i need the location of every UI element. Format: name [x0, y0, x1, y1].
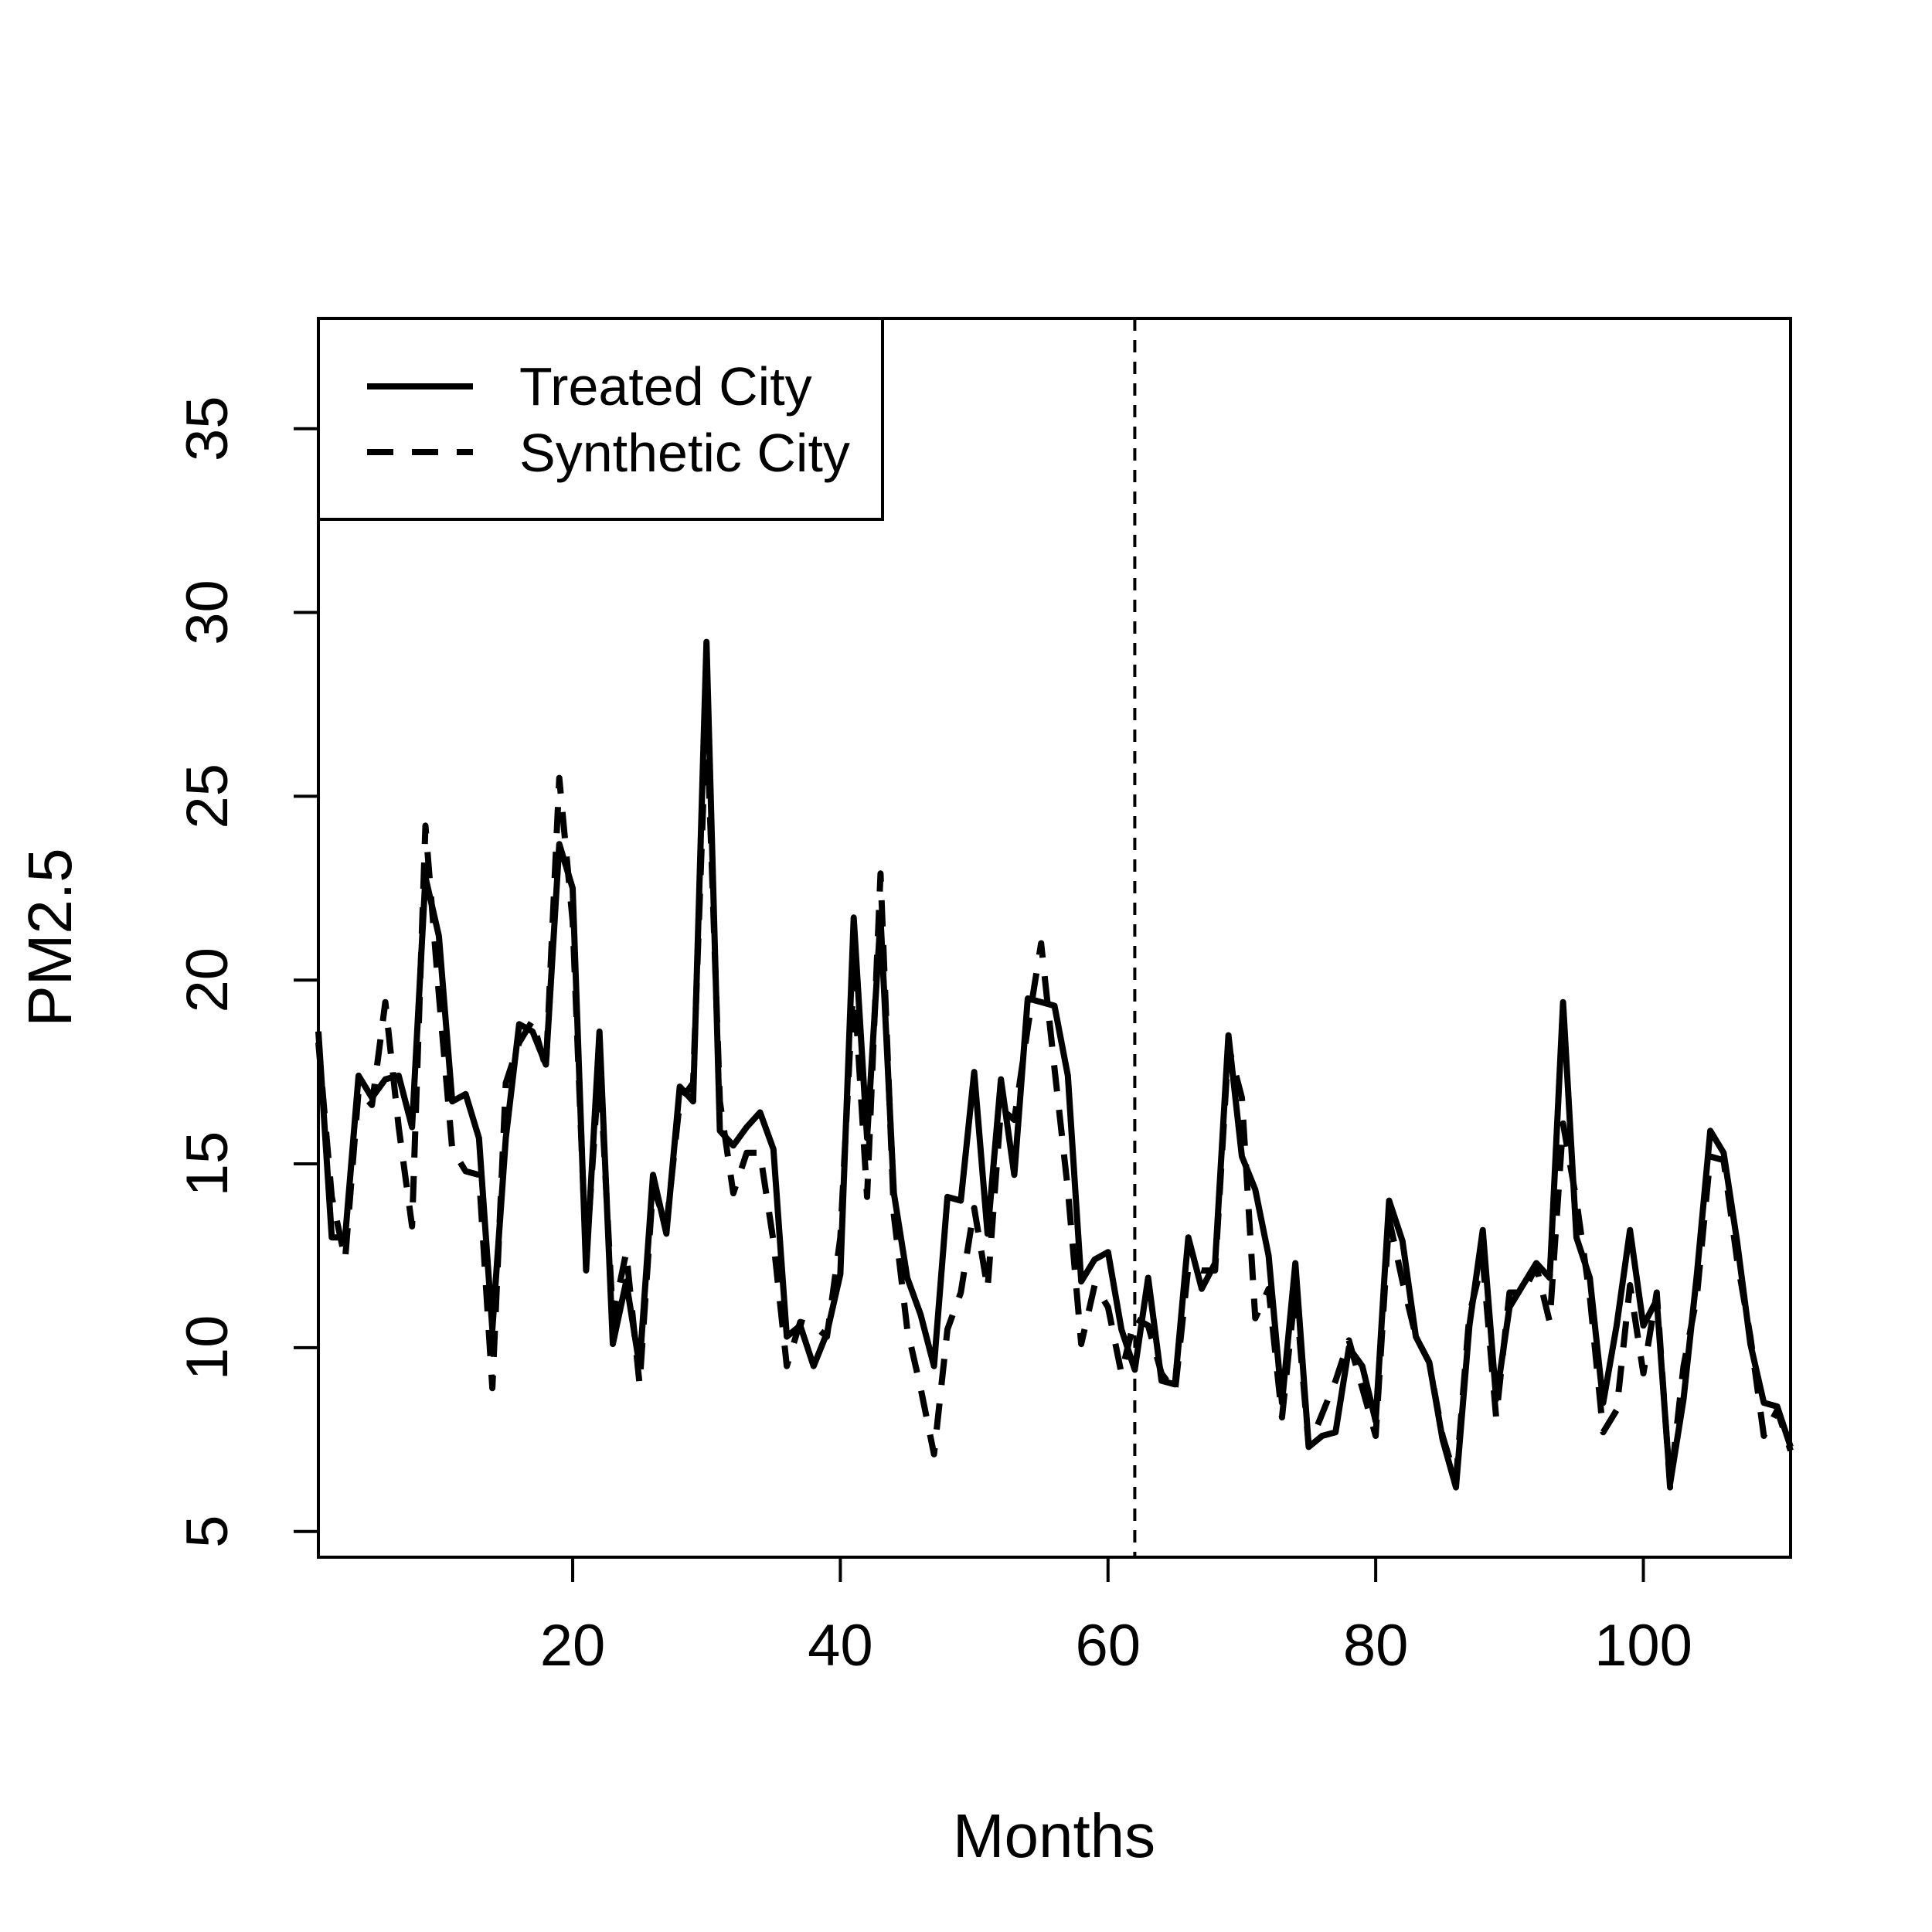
series-line-synthetic-city — [315, 709, 1794, 1491]
legend: Treated City Synthetic City — [317, 317, 884, 521]
x-tick-label: 100 — [1594, 1613, 1692, 1679]
series-layer — [315, 638, 1794, 1491]
y-tick-label: 15 — [175, 1131, 240, 1197]
x-tick-label: 20 — [540, 1613, 606, 1679]
x-tick-label: 40 — [808, 1613, 873, 1679]
y-tick-label: 20 — [175, 947, 240, 1013]
x-axis: 20 40 60 80 100 — [540, 1557, 1692, 1679]
y-tick-label: 10 — [175, 1315, 240, 1381]
legend-label-treated-city: Treated City — [519, 356, 812, 417]
x-axis-title: Months — [953, 1801, 1155, 1870]
x-tick-label: 80 — [1343, 1613, 1409, 1679]
y-tick-label: 25 — [175, 764, 240, 829]
y-axis-title: PM2.5 — [15, 848, 84, 1026]
y-tick-label: 5 — [175, 1515, 240, 1548]
x-tick-label: 60 — [1075, 1613, 1141, 1679]
series-line-treated-city — [315, 638, 1794, 1491]
y-axis: 5 10 15 20 25 30 35 — [175, 396, 318, 1548]
y-tick-label: 30 — [175, 580, 240, 645]
legend-box — [317, 317, 884, 521]
plot-frame — [317, 317, 1792, 1559]
legend-label-synthetic-city: Synthetic City — [519, 423, 850, 483]
y-tick-label: 35 — [175, 396, 240, 461]
